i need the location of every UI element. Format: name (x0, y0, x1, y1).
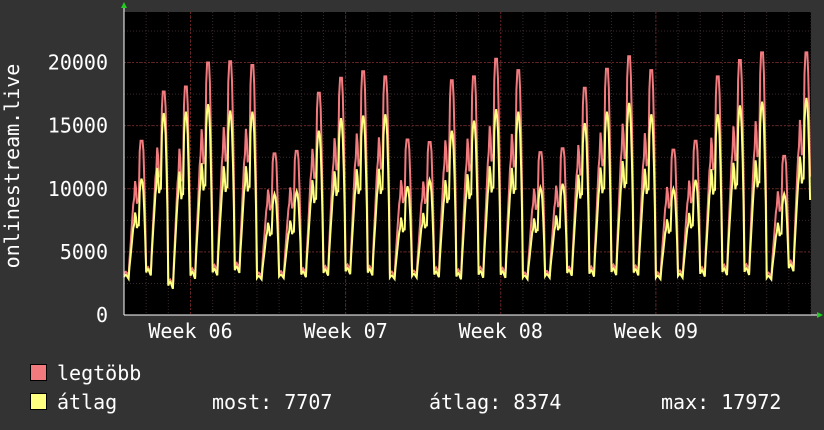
y-tick-label: 15000 (48, 114, 108, 138)
legend-swatch-legtobb (30, 364, 47, 381)
stat-now: most: 7707 (212, 390, 333, 414)
x-axis-arrow-icon (817, 312, 823, 318)
legend-item-legtobb: legtöbb (30, 362, 141, 384)
legend-item-atlag: átlag (30, 391, 117, 413)
x-tick-label: Week 08 (459, 319, 543, 343)
stat-max: max: 17972 (661, 390, 782, 414)
legend-label-atlag: átlag (57, 390, 118, 414)
legend-label-legtobb: legtöbb (57, 361, 142, 385)
y-tick-label: 20000 (48, 51, 108, 75)
x-tick-label: Week 09 (614, 319, 698, 343)
series-line-atlag (123, 97, 812, 290)
y-axis-arrow-icon (121, 2, 127, 8)
y-tick-labels: 0 5000 10000 15000 20000 (48, 51, 108, 328)
y-tick-label: 10000 (48, 177, 108, 201)
stat-average: átlag: 8374 (429, 390, 562, 414)
legend-swatch-atlag (30, 393, 47, 410)
y-axis-label: onlinestream.live (0, 64, 24, 269)
x-tick-label: Week 06 (148, 319, 232, 343)
y-tick-label: 5000 (60, 240, 108, 264)
x-tick-label: Week 07 (303, 319, 387, 343)
series-atlag (123, 97, 812, 290)
x-tick-labels: Week 06 Week 07 Week 08 Week 09 (148, 319, 698, 343)
y-tick-label: 0 (96, 303, 108, 327)
axes (121, 2, 823, 318)
